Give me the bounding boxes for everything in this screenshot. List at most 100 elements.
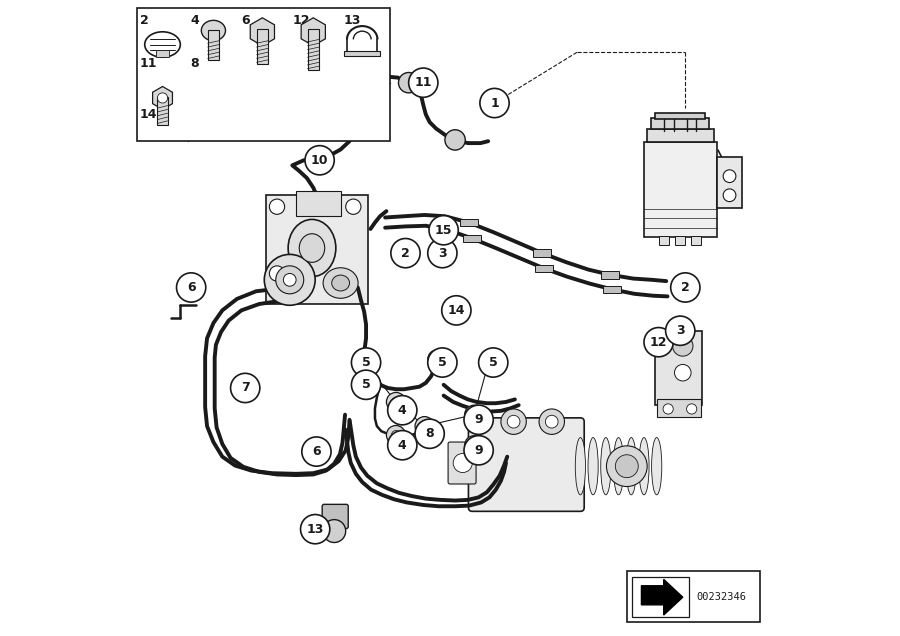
Circle shape xyxy=(284,273,296,286)
Circle shape xyxy=(428,348,457,377)
Circle shape xyxy=(442,296,471,325)
FancyBboxPatch shape xyxy=(266,195,368,304)
FancyBboxPatch shape xyxy=(322,504,348,529)
Text: 2: 2 xyxy=(401,247,410,259)
Circle shape xyxy=(724,189,736,202)
Bar xyxy=(691,236,701,245)
Circle shape xyxy=(386,392,406,411)
Text: 7: 7 xyxy=(241,382,249,394)
Bar xyxy=(345,51,380,56)
Bar xyxy=(208,30,219,60)
Bar xyxy=(137,8,391,141)
Bar xyxy=(536,265,553,272)
Text: 00232346: 00232346 xyxy=(696,591,746,602)
Bar xyxy=(603,286,621,293)
Circle shape xyxy=(388,396,417,425)
Text: 8: 8 xyxy=(426,427,434,440)
Circle shape xyxy=(353,375,372,394)
Circle shape xyxy=(429,216,458,245)
Circle shape xyxy=(230,373,260,403)
Text: 8: 8 xyxy=(191,57,199,70)
Ellipse shape xyxy=(614,438,624,495)
Circle shape xyxy=(539,409,564,434)
Circle shape xyxy=(485,355,494,364)
Circle shape xyxy=(674,364,691,381)
Bar xyxy=(716,157,742,208)
Circle shape xyxy=(508,415,520,428)
Text: 13: 13 xyxy=(343,14,361,27)
Text: 5: 5 xyxy=(362,356,371,369)
Text: 9: 9 xyxy=(474,444,483,457)
Circle shape xyxy=(346,199,361,214)
Circle shape xyxy=(445,130,465,150)
Text: 14: 14 xyxy=(447,304,465,317)
FancyBboxPatch shape xyxy=(448,442,476,484)
Circle shape xyxy=(351,348,381,377)
Text: 4: 4 xyxy=(398,439,407,452)
Bar xyxy=(655,113,706,119)
Circle shape xyxy=(275,266,303,294)
Text: 2: 2 xyxy=(140,14,148,27)
Circle shape xyxy=(464,436,483,455)
Circle shape xyxy=(464,436,493,465)
Ellipse shape xyxy=(600,438,611,495)
Circle shape xyxy=(415,417,434,436)
Circle shape xyxy=(670,273,700,302)
Circle shape xyxy=(339,111,360,131)
Text: 6: 6 xyxy=(187,281,195,294)
Circle shape xyxy=(480,88,509,118)
Circle shape xyxy=(470,410,479,419)
Circle shape xyxy=(480,350,499,369)
Bar xyxy=(644,142,716,237)
Ellipse shape xyxy=(288,219,336,277)
Text: 11: 11 xyxy=(140,57,158,70)
Circle shape xyxy=(644,328,673,357)
Circle shape xyxy=(302,437,331,466)
FancyBboxPatch shape xyxy=(657,399,701,417)
Circle shape xyxy=(399,73,418,93)
Circle shape xyxy=(176,273,206,302)
Text: 15: 15 xyxy=(435,224,453,237)
Circle shape xyxy=(415,419,445,448)
FancyBboxPatch shape xyxy=(468,418,584,511)
Ellipse shape xyxy=(332,275,349,291)
Ellipse shape xyxy=(202,20,226,41)
Bar xyxy=(647,129,714,142)
Ellipse shape xyxy=(575,438,586,495)
Circle shape xyxy=(687,404,697,414)
Text: 3: 3 xyxy=(676,324,685,337)
Bar xyxy=(626,571,760,622)
Circle shape xyxy=(158,93,167,103)
Text: 3: 3 xyxy=(438,247,446,259)
Text: 11: 11 xyxy=(415,76,432,89)
Text: 1: 1 xyxy=(491,97,499,109)
Text: 13: 13 xyxy=(307,523,324,536)
Ellipse shape xyxy=(588,438,598,495)
Bar xyxy=(659,236,670,245)
Circle shape xyxy=(454,453,473,473)
Text: 5: 5 xyxy=(489,356,498,369)
Circle shape xyxy=(672,336,693,356)
Bar xyxy=(308,29,319,70)
Bar xyxy=(675,236,685,245)
Ellipse shape xyxy=(323,268,358,298)
Text: 4: 4 xyxy=(191,14,199,27)
Text: 5: 5 xyxy=(362,378,371,391)
FancyArrowPatch shape xyxy=(718,150,738,190)
Bar xyxy=(464,235,482,242)
Circle shape xyxy=(663,404,673,414)
Circle shape xyxy=(666,316,695,345)
Bar xyxy=(652,118,709,129)
FancyBboxPatch shape xyxy=(437,224,455,238)
Bar xyxy=(157,50,169,57)
Text: 12: 12 xyxy=(292,14,310,27)
Circle shape xyxy=(269,199,284,214)
Circle shape xyxy=(616,455,638,478)
Circle shape xyxy=(358,355,366,364)
Text: 9: 9 xyxy=(474,413,483,426)
Circle shape xyxy=(409,68,438,97)
Circle shape xyxy=(269,266,284,281)
Bar xyxy=(601,271,619,279)
Text: 14: 14 xyxy=(140,108,158,121)
Bar xyxy=(460,219,478,226)
